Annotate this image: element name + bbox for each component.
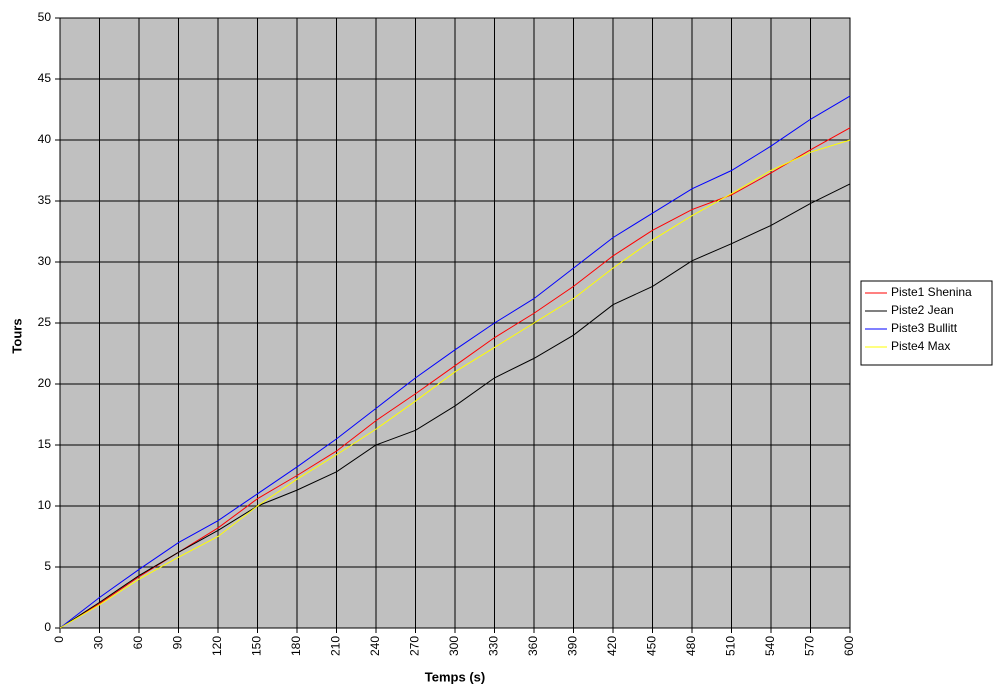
x-tick-label: 60 (131, 636, 145, 650)
y-tick-label: 15 (38, 437, 52, 451)
x-tick-label: 300 (447, 636, 461, 656)
plot-border (59, 17, 851, 629)
y-tick-label: 35 (38, 193, 52, 207)
series-line (59, 95, 851, 629)
y-tick-label: 5 (44, 559, 51, 573)
y-tick-label: 10 (38, 498, 52, 512)
x-tick-label: 450 (645, 636, 659, 656)
y-tick-label: 25 (38, 315, 52, 329)
x-tick-label: 210 (329, 636, 343, 656)
x-tick-label: 90 (171, 636, 185, 650)
y-tick-label: 45 (38, 71, 52, 85)
series-line (59, 127, 851, 629)
x-tick-label: 30 (92, 636, 106, 650)
x-tick-label: 150 (250, 636, 264, 656)
y-tick-label: 40 (38, 132, 52, 146)
x-axis-title: Temps (s) (425, 669, 485, 684)
x-tick-label: 540 (763, 636, 777, 656)
y-tick-label: 20 (38, 376, 52, 390)
y-tick-label: 30 (38, 254, 52, 268)
x-tick-label: 600 (842, 636, 856, 656)
series-line (59, 183, 851, 629)
x-tick-label: 480 (684, 636, 698, 656)
legend-label: Piste4 Max (891, 339, 950, 353)
y-tick-label: 50 (38, 10, 52, 24)
x-tick-label: 570 (803, 636, 817, 656)
x-tick-label: 180 (289, 636, 303, 656)
x-tick-label: 330 (487, 636, 501, 656)
x-tick-label: 120 (210, 636, 224, 656)
series-line (59, 139, 851, 629)
y-axis-title: Tours (9, 318, 24, 353)
legend-label: Piste3 Bullitt (891, 321, 958, 335)
legend-box (860, 280, 993, 366)
x-tick-label: 240 (368, 636, 382, 656)
x-tick-label: 390 (566, 636, 580, 656)
y-tick-label: 0 (44, 620, 51, 634)
legend-label: Piste2 Jean (891, 303, 954, 317)
legend-label: Piste1 Shenina (891, 285, 972, 299)
x-tick-label: 270 (408, 636, 422, 656)
x-tick-label: 510 (724, 636, 738, 656)
x-tick-label: 0 (52, 636, 66, 643)
x-tick-label: 360 (526, 636, 540, 656)
x-tick-label: 420 (605, 636, 619, 656)
